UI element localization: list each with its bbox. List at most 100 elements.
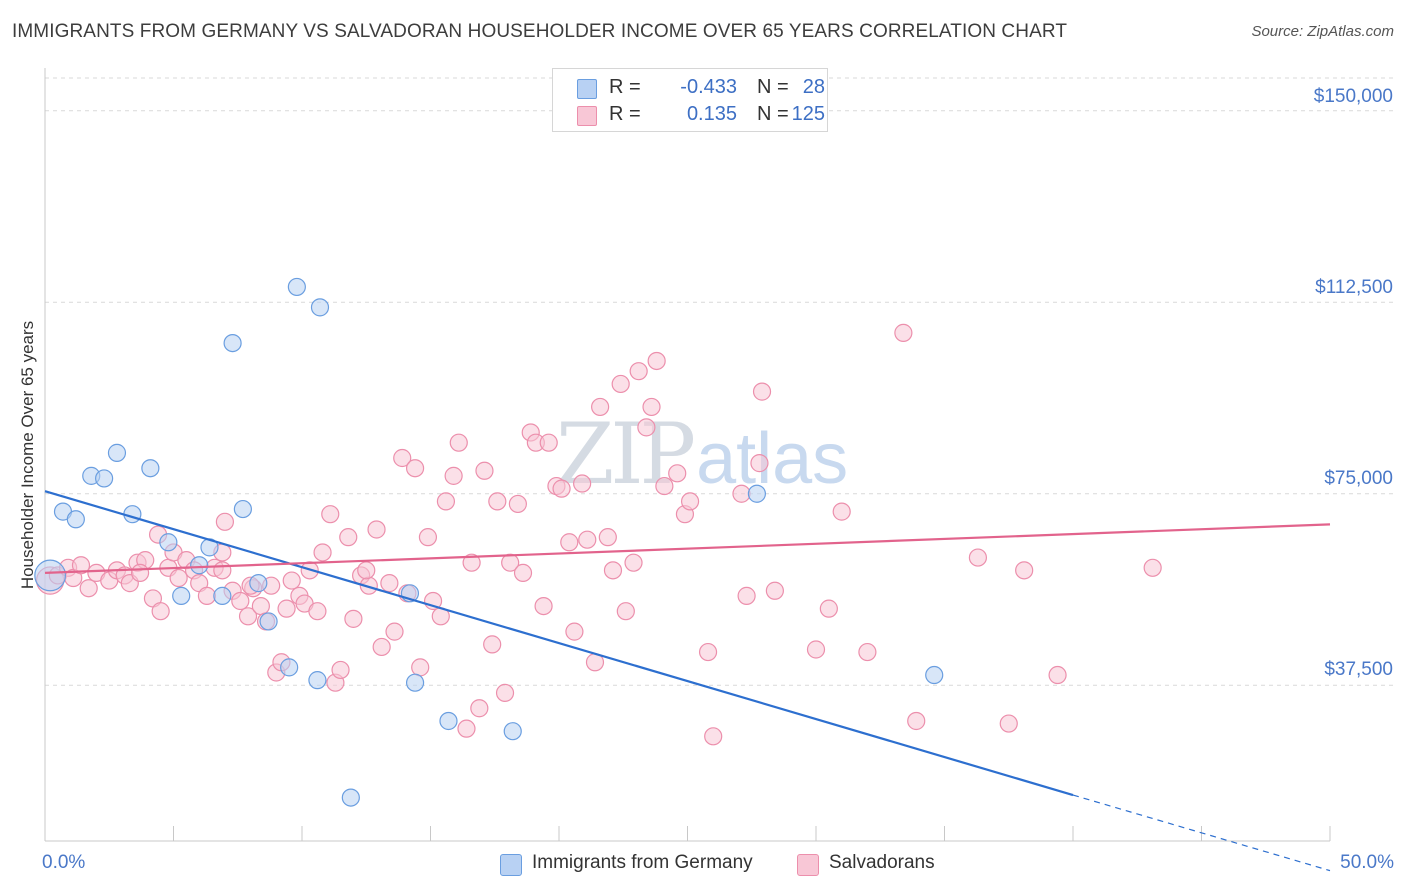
correlation-legend: R = -0.433 N = 28 R = 0.135 N = 125 bbox=[552, 68, 828, 132]
source-label: Source: ZipAtlas.com bbox=[1251, 23, 1394, 40]
salvadoran-point bbox=[238, 607, 258, 626]
salvadoran-point bbox=[858, 642, 877, 662]
germany-point bbox=[308, 671, 327, 690]
legend-n-value: 125 bbox=[791, 103, 825, 125]
salvadoran-point bbox=[277, 599, 296, 618]
salvadorans-swatch bbox=[577, 106, 597, 126]
germany-point bbox=[341, 788, 360, 807]
salvadoran-point bbox=[462, 553, 481, 572]
salvadoran-point bbox=[668, 464, 687, 483]
salvadoran-point bbox=[79, 579, 98, 598]
salvadoran-point bbox=[603, 561, 623, 580]
salvadoran-point bbox=[367, 520, 386, 539]
salvadoran-point bbox=[698, 642, 718, 662]
salvadoran-point bbox=[393, 448, 412, 468]
salvadoran-point bbox=[449, 433, 468, 452]
germany-point bbox=[107, 443, 127, 462]
salvadoran-point bbox=[750, 454, 769, 473]
germany-point bbox=[34, 559, 67, 592]
salvadoran-point bbox=[213, 561, 232, 580]
salvadoran-point bbox=[1015, 561, 1034, 580]
salvadoran-point bbox=[436, 492, 456, 511]
germany-point bbox=[503, 722, 522, 741]
salvadoran-point bbox=[655, 476, 674, 496]
salvadoran-point bbox=[765, 581, 784, 600]
salvadoran-point bbox=[372, 637, 391, 657]
germany-point bbox=[280, 658, 299, 677]
salvadoran-point bbox=[169, 568, 188, 588]
legend-r-value: -0.433 bbox=[680, 76, 737, 98]
chart-title: IMMIGRANTS FROM GERMANY VS SALVADORAN HO… bbox=[12, 21, 1068, 42]
salvadoran-point bbox=[344, 609, 363, 628]
y-tick-label: $75,000 bbox=[1324, 468, 1393, 489]
germany-trend-line bbox=[44, 490, 1074, 797]
salvadoran-point bbox=[418, 528, 438, 547]
salvadoran-point bbox=[968, 548, 988, 567]
legend-r-value: 0.135 bbox=[686, 103, 737, 125]
salvadoran-point bbox=[282, 571, 301, 590]
salvadoran-point bbox=[680, 492, 700, 511]
salvadoran-point bbox=[197, 586, 217, 605]
salvadoran-point bbox=[999, 714, 1018, 733]
y-tick-label: $112,500 bbox=[1315, 277, 1393, 298]
salvadoran-point bbox=[513, 563, 533, 583]
salvadorans-legend-label: Salvadorans bbox=[829, 852, 935, 873]
germany-point bbox=[66, 510, 85, 529]
y-tick-label: $150,000 bbox=[1313, 86, 1393, 107]
germany-point bbox=[95, 469, 114, 488]
salvadoran-point bbox=[832, 502, 851, 521]
salvadoran-point bbox=[470, 699, 489, 718]
legend-n-label: N = bbox=[757, 76, 789, 98]
salvadoran-point bbox=[737, 586, 756, 605]
salvadoran-point bbox=[483, 635, 502, 654]
salvadorans-legend-swatch bbox=[797, 854, 819, 876]
germany-legend-label: Immigrants from Germany bbox=[532, 852, 753, 873]
germany-point bbox=[141, 459, 160, 478]
salvadoran-point bbox=[565, 622, 584, 641]
salvadoran-point bbox=[308, 602, 327, 621]
germany-point bbox=[223, 334, 242, 353]
salvadoran-point bbox=[616, 602, 635, 621]
salvadoran-point bbox=[624, 553, 643, 572]
salvadoran-point bbox=[251, 596, 270, 616]
trend-lines bbox=[44, 490, 1331, 872]
germany-point bbox=[747, 484, 766, 503]
germany-trend-extension bbox=[1072, 794, 1331, 872]
germany-point bbox=[259, 612, 278, 631]
salvadoran-point bbox=[313, 543, 332, 562]
salvadoran-point bbox=[508, 494, 527, 514]
germany-swatch bbox=[577, 79, 597, 99]
salvadoran-point bbox=[331, 660, 350, 680]
series-legend: Immigrants from Germany Salvadorans bbox=[0, 852, 1406, 878]
salvadoran-point bbox=[573, 474, 592, 493]
x-tick-label-min: 0.0% bbox=[42, 852, 86, 873]
germany-point bbox=[172, 586, 191, 605]
salvadoran-point bbox=[591, 397, 610, 417]
watermark-atlas: atlas bbox=[696, 419, 849, 499]
salvadoran-point bbox=[647, 351, 666, 371]
salvadorans-points bbox=[35, 323, 1162, 746]
salvadoran-point bbox=[1048, 665, 1067, 685]
salvadoran-point bbox=[1143, 558, 1162, 577]
germany-point bbox=[233, 499, 252, 519]
germany-points bbox=[34, 277, 944, 807]
salvadoran-point bbox=[752, 382, 772, 401]
salvadoran-point bbox=[704, 727, 723, 746]
y-tick-label: $37,500 bbox=[1324, 659, 1393, 680]
legend-r-label: R = bbox=[609, 76, 641, 98]
salvadoran-point bbox=[552, 479, 571, 498]
salvadoran-point bbox=[732, 484, 751, 503]
germany-point bbox=[249, 574, 268, 593]
salvadoran-point bbox=[321, 505, 340, 524]
salvadoran-point bbox=[894, 323, 913, 342]
salvadoran-point bbox=[71, 556, 91, 575]
salvadoran-point bbox=[380, 574, 399, 593]
salvadoran-point bbox=[806, 640, 826, 659]
salvadoran-point bbox=[457, 719, 476, 738]
salvadoran-point bbox=[495, 683, 515, 703]
salvadoran-point bbox=[907, 711, 926, 731]
salvadoran-point bbox=[339, 528, 358, 547]
salvadoran-point bbox=[488, 492, 507, 511]
legend-n-label: N = bbox=[757, 103, 789, 125]
